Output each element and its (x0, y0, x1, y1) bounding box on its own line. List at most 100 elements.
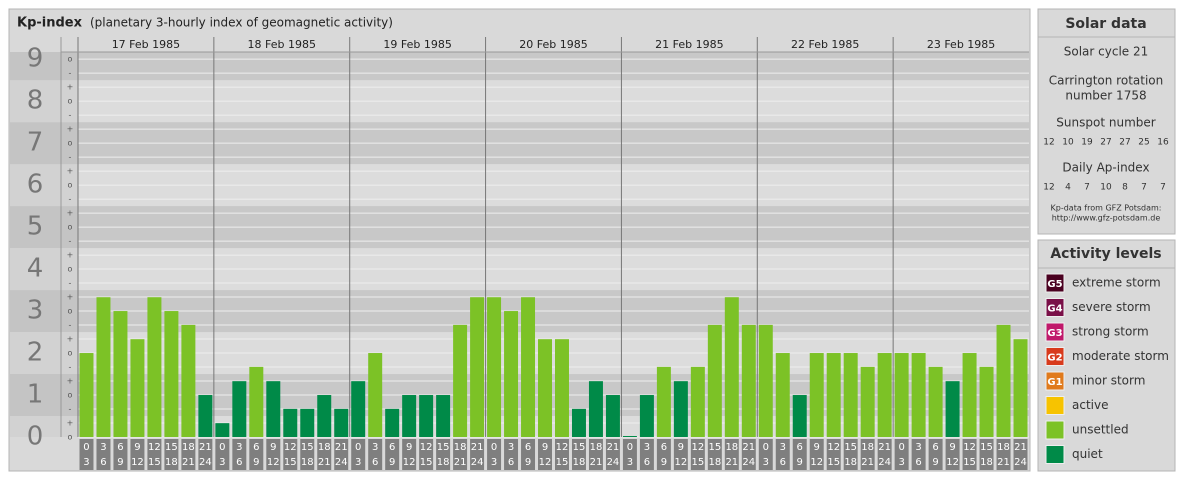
hour-start: 15 (708, 442, 721, 453)
hour-cell (283, 439, 298, 470)
hour-cell (656, 439, 671, 470)
bar (860, 366, 875, 437)
band (78, 416, 1029, 437)
minor-mark: o (68, 223, 73, 232)
bar (317, 395, 332, 437)
bar (588, 381, 603, 437)
minor-mark: o (68, 391, 73, 400)
legend-badge: G3 (1047, 328, 1062, 339)
hour-start: 6 (661, 442, 667, 453)
legend-label: unsettled (1072, 423, 1129, 437)
hour-start: 12 (963, 442, 976, 453)
hour-start: 0 (355, 442, 361, 453)
legend-badge: G4 (1047, 304, 1062, 315)
bar (571, 408, 586, 437)
hour-start: 18 (590, 442, 603, 453)
bar (402, 395, 417, 437)
hour-start: 3 (100, 442, 106, 453)
bar (979, 366, 994, 437)
sunspot-value: 12 (1043, 138, 1054, 148)
hour-start: 21 (335, 442, 348, 453)
bar (1013, 339, 1028, 437)
legend-label: minor storm (1072, 374, 1145, 388)
hour-end: 15 (556, 457, 569, 468)
hour-end: 3 (898, 457, 904, 468)
band (10, 164, 78, 207)
carrington: number 1758 (1065, 89, 1146, 103)
hour-end: 21 (997, 457, 1010, 468)
legend-swatch (1045, 371, 1065, 391)
legend-badge: G1 (1047, 377, 1062, 388)
bar (826, 353, 841, 437)
hour-cell (334, 439, 349, 470)
hour-cell (707, 439, 722, 470)
bar (894, 353, 909, 437)
minor-mark: o (68, 433, 73, 442)
hour-end: 9 (932, 457, 938, 468)
day-label: 22 Feb 1985 (791, 38, 859, 51)
hour-start: 18 (725, 442, 738, 453)
carrington: Carrington rotation (1049, 74, 1163, 88)
hour-start: 0 (219, 442, 225, 453)
minor-mark: o (68, 349, 73, 358)
y-tick-label: 2 (27, 338, 44, 368)
bar (622, 436, 637, 437)
hour-cell (945, 439, 960, 470)
day-label: 19 Feb 1985 (383, 38, 451, 51)
hour-start: 3 (236, 442, 242, 453)
hour-end: 15 (148, 457, 161, 468)
sunspot-value: 27 (1119, 138, 1130, 148)
hour-cell (402, 439, 417, 470)
hour-end: 18 (844, 457, 857, 468)
y-tick-label: 7 (27, 128, 44, 158)
hour-end: 9 (525, 457, 531, 468)
ap-value: 7 (1084, 183, 1090, 193)
hour-start: 0 (898, 442, 904, 453)
bar (470, 297, 485, 437)
hour-cell (877, 439, 892, 470)
hour-start: 3 (372, 442, 378, 453)
sunspot-value: 25 (1138, 138, 1149, 148)
hour-end: 3 (355, 457, 361, 468)
hour-cell (962, 439, 977, 470)
sunspot-value: 27 (1100, 138, 1111, 148)
day-label: 21 Feb 1985 (655, 38, 723, 51)
ap-value: 7 (1141, 183, 1147, 193)
ap-value: 7 (1160, 183, 1166, 193)
hour-start: 15 (980, 442, 993, 453)
minor-mark: - (69, 279, 72, 288)
minor-mark: + (67, 209, 74, 218)
hour-end: 15 (691, 457, 704, 468)
hour-end: 9 (253, 457, 259, 468)
hour-end: 12 (131, 457, 144, 468)
minor-mark: + (67, 167, 74, 176)
hour-start: 9 (134, 442, 140, 453)
hour-end: 15 (827, 457, 840, 468)
hour-start: 9 (949, 442, 955, 453)
hour-start: 18 (861, 442, 874, 453)
hour-cell (775, 439, 790, 470)
minor-mark: o (68, 55, 73, 64)
hour-start: 21 (199, 442, 212, 453)
bar (962, 353, 977, 437)
hour-start: 21 (878, 442, 891, 453)
hour-start: 0 (763, 442, 769, 453)
hour-start: 18 (997, 442, 1010, 453)
ap-label: Daily Ap-index (1062, 161, 1149, 175)
minor-mark: + (67, 125, 74, 134)
bar (605, 395, 620, 437)
hour-cell (453, 439, 468, 470)
hour-end: 15 (963, 457, 976, 468)
minor-mark: + (67, 377, 74, 386)
bar (147, 297, 162, 437)
hour-start: 9 (678, 442, 684, 453)
legend-label: quiet (1072, 447, 1103, 461)
bar (741, 324, 756, 437)
hour-end: 12 (403, 457, 416, 468)
hour-end: 24 (742, 457, 755, 468)
hour-start: 3 (508, 442, 514, 453)
bar (249, 366, 264, 437)
hour-start: 6 (932, 442, 938, 453)
legend-swatch (1045, 273, 1065, 293)
bar (266, 381, 281, 437)
